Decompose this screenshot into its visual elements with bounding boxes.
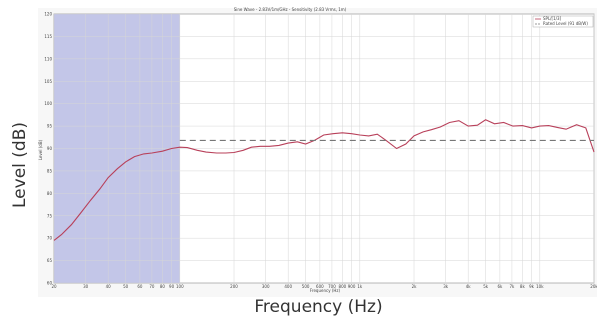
- x-tick-label: 90: [169, 284, 175, 289]
- x-tick-label: 5k: [483, 284, 489, 289]
- x-axis-outer-label: Frequency (Hz): [254, 297, 383, 317]
- x-tick-label: 1k: [357, 284, 363, 289]
- y-tick-label: 120: [44, 12, 52, 17]
- x-tick-label: 8k: [520, 284, 526, 289]
- y-tick-label: 100: [44, 101, 52, 106]
- x-tick-label: 7k: [509, 284, 515, 289]
- x-tick-label: 70: [149, 284, 155, 289]
- x-tick-label: 4k: [466, 284, 472, 289]
- x-tick-label: 40: [106, 284, 112, 289]
- inner-x-axis-label: Frequency (Hz): [310, 288, 341, 293]
- legend-box: [532, 15, 594, 28]
- x-tick-label: 800: [339, 284, 347, 289]
- x-tick-label: 9k: [529, 284, 535, 289]
- y-tick-label: 80: [47, 191, 53, 196]
- spl-response-line: [53, 119, 595, 241]
- x-tick-label: 3k: [443, 284, 449, 289]
- x-tick-label: 900: [348, 284, 356, 289]
- y-tick-label: 110: [44, 56, 52, 61]
- x-tick-label: 60: [137, 284, 143, 289]
- y-tick-label: 65: [47, 258, 53, 263]
- y-tick-label: 75: [47, 213, 53, 218]
- x-tick-label: 200: [230, 284, 238, 289]
- x-tick-label: 300: [262, 284, 270, 289]
- x-tick-label: 10k: [536, 284, 544, 289]
- y-tick-label: 90: [47, 146, 53, 151]
- y-tick-label: 85: [47, 168, 53, 173]
- y-tick-label: 60: [47, 281, 53, 286]
- x-tick-label: 500: [302, 284, 310, 289]
- y-tick-label: 105: [44, 79, 52, 84]
- y-tick-label: 115: [44, 34, 52, 39]
- x-tick-label: 20k: [590, 284, 597, 289]
- x-tick-label: 400: [284, 284, 292, 289]
- x-tick-label: 600: [316, 284, 324, 289]
- x-tick-label: 20: [51, 284, 57, 289]
- x-tick-label: 80: [160, 284, 166, 289]
- x-tick-label: 30: [83, 284, 89, 289]
- x-tick-label: 2k: [412, 284, 418, 289]
- x-tick-label: 700: [328, 284, 336, 289]
- x-tick-label: 50: [123, 284, 129, 289]
- x-tick-label: 100: [176, 284, 184, 289]
- y-tick-label: 70: [47, 236, 53, 241]
- legend-entry: SPL/[1/3]: [543, 16, 562, 21]
- inner-y-axis-label: Level (dB): [38, 139, 43, 160]
- chart-title: Sine Wave - 2.83V/1m/GHz - Sensitivity (…: [234, 7, 347, 12]
- legend-entry: Rated Level (91 dB/W): [543, 21, 588, 26]
- y-tick-label: 95: [47, 124, 53, 129]
- x-tick-label: 6k: [497, 284, 503, 289]
